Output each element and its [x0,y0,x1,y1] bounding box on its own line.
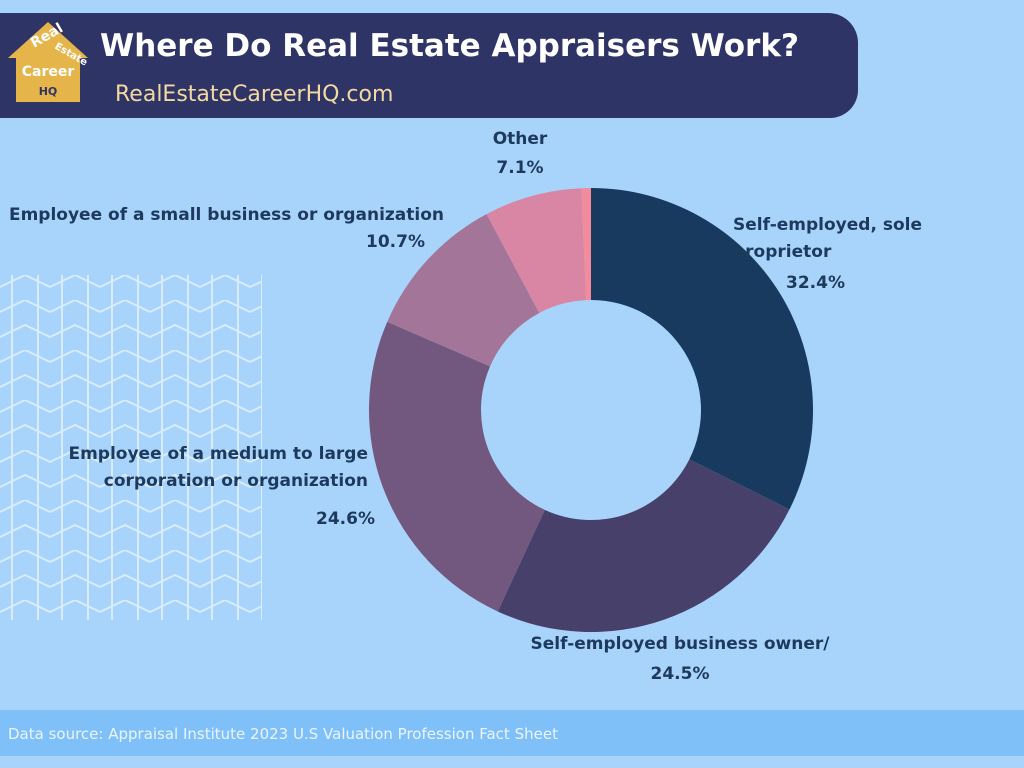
donut-slice [591,188,813,510]
category-label: Self-employed business owner/ [530,634,830,654]
donut-slice [369,321,545,612]
value-label: 10.7% [366,232,425,252]
chart-subtitle: RealEstateCareerHQ.com [115,82,393,107]
category-label: Self-employed, sole proprietor [733,215,922,262]
donut-slice [387,214,540,367]
source-note: Data source: Appraisal Institute 2023 U.… [8,725,558,743]
category-label: Employee of a small business or organiza… [8,205,444,225]
value-label: 7.1% [496,158,544,178]
donut-slice [581,188,591,301]
logo: Real Estate Career HQ [8,20,89,102]
value-label: 24.6% [316,509,375,529]
value-label: 32.4% [786,273,845,293]
logo-text: Career [22,64,75,80]
logo-text: HQ [39,85,58,98]
footer-bar [0,710,1024,756]
decor-pattern [0,275,262,620]
value-label: 24.5% [650,664,710,684]
chart-title: Where Do Real Estate Appraisers Work? [100,28,799,64]
header-bar [0,13,858,118]
donut-slice [486,188,587,313]
donut-slice [497,459,790,632]
category-label: Employee of a medium to large corporatio… [68,444,368,491]
category-label: Other [492,129,548,149]
